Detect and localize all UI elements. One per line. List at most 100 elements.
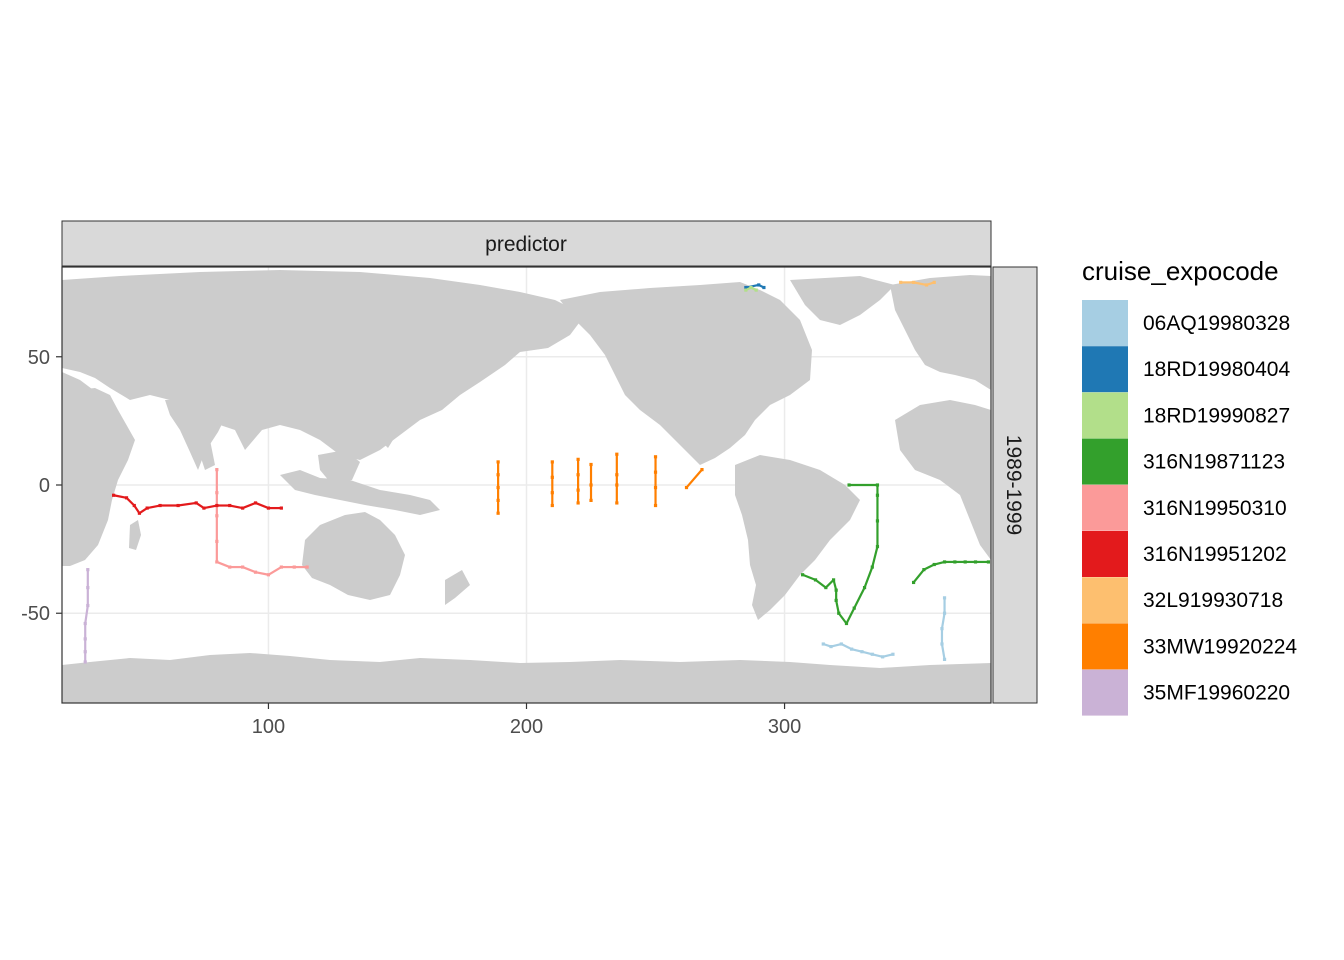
axes: 100 200 300 50 0 -50 [21, 347, 801, 738]
track-segment [177, 501, 197, 507]
cruise-tracks [83, 280, 991, 664]
land-masses [62, 270, 991, 703]
track-segment [255, 571, 269, 576]
land-japan [432, 340, 462, 390]
series-316N19950310 [215, 468, 309, 577]
data-point [266, 573, 271, 577]
track-segment [835, 600, 840, 614]
y-tick-label: 0 [39, 475, 50, 497]
land-newzealand [445, 570, 470, 605]
legend-swatch [1082, 669, 1128, 716]
x-tick-label: 100 [252, 716, 285, 738]
track-segment [871, 546, 879, 568]
track-segment [832, 579, 838, 591]
track-segment [802, 573, 816, 581]
facet-label-predictor: predictor [485, 233, 567, 256]
data-point [942, 657, 947, 661]
land-indonesia [280, 470, 440, 515]
legend-label: 33MW19920224 [1143, 635, 1297, 658]
track-segment [242, 501, 256, 510]
series-32L919930718 [899, 280, 936, 287]
legend-label: 18RD19990827 [1143, 404, 1290, 427]
legend-label: 316N19951202 [1143, 543, 1287, 566]
legend-swatch [1082, 346, 1128, 393]
series-316N19951202 [112, 493, 283, 515]
track-segment [830, 642, 842, 648]
track-segment [923, 563, 935, 571]
land-antarctica [62, 653, 991, 703]
data-point [112, 493, 116, 497]
data-point [821, 642, 825, 646]
track-segment [203, 504, 218, 510]
track-segment [267, 566, 282, 576]
legend: cruise_expocode 06AQ19980328 18RD19980404… [1082, 256, 1297, 716]
track-segment [229, 504, 243, 510]
track-segment [863, 566, 874, 588]
data-point [86, 568, 90, 572]
track-segment [146, 504, 161, 510]
track-segment [758, 283, 765, 289]
track-segment [913, 281, 927, 287]
series-316N19871123 [801, 483, 991, 626]
track-segment [851, 648, 863, 653]
legend-title: cruise_expocode [1082, 256, 1279, 286]
track-segment [853, 587, 866, 609]
land-madagascar [129, 520, 141, 550]
legend-swatch [1082, 531, 1128, 577]
data-point [744, 285, 748, 290]
track-segment [822, 642, 832, 648]
data-point [839, 642, 843, 646]
track-segment [912, 568, 925, 584]
data-point [911, 580, 916, 585]
land-philippines [380, 412, 396, 448]
legend-swatch [1082, 577, 1128, 624]
track-segment [84, 605, 89, 624]
track-segment [926, 281, 935, 286]
legend-swatch [1082, 484, 1128, 531]
land-australia [302, 512, 405, 600]
track-segment [825, 579, 835, 589]
land-india [165, 398, 228, 470]
track-segment [242, 566, 256, 574]
series-18RD19990827 [744, 285, 758, 292]
track-segment [872, 653, 883, 658]
x-tick-label: 300 [768, 716, 801, 738]
track-segment [845, 607, 856, 624]
track-segment [933, 560, 945, 566]
track-segment [940, 613, 946, 629]
track-segment [814, 579, 827, 589]
legend-label: 06AQ19980328 [1143, 312, 1290, 335]
land-arabia [62, 372, 118, 440]
track-segment [125, 497, 136, 507]
track-segment [861, 650, 873, 656]
land-borneo [318, 450, 360, 482]
track-segment [195, 502, 205, 509]
land-south-america [735, 455, 860, 620]
land-greenland [790, 276, 895, 325]
series-35MF19960220 [83, 568, 90, 664]
data-point [744, 288, 748, 292]
x-tick-label: 200 [510, 716, 543, 738]
track-segment [750, 286, 757, 292]
legend-swatch [1082, 623, 1128, 670]
legend-label: 32L919930718 [1143, 589, 1283, 612]
track-segment [745, 286, 752, 292]
land-africa-right [895, 400, 991, 560]
legend-swatch [1082, 392, 1128, 439]
legend-label: 316N19950310 [1143, 497, 1287, 520]
track-segment [882, 653, 894, 658]
land-africa [62, 388, 135, 566]
land-north-america [560, 282, 812, 465]
track-segment [133, 504, 141, 514]
legend-label: 316N19871123 [1143, 451, 1285, 474]
legend-label: 35MF19960220 [1143, 682, 1290, 705]
facet-strip-top: predictor [61, 220, 992, 267]
track-segment [138, 507, 148, 515]
series-33MW19920224 [496, 452, 704, 515]
track-segment [113, 494, 127, 499]
series-06AQ19980328 [821, 596, 947, 661]
legend-entries: 06AQ19980328 18RD19980404 18RD19990827 316N… [1082, 300, 1297, 716]
track-segment [255, 501, 269, 510]
track-segment [940, 643, 946, 660]
